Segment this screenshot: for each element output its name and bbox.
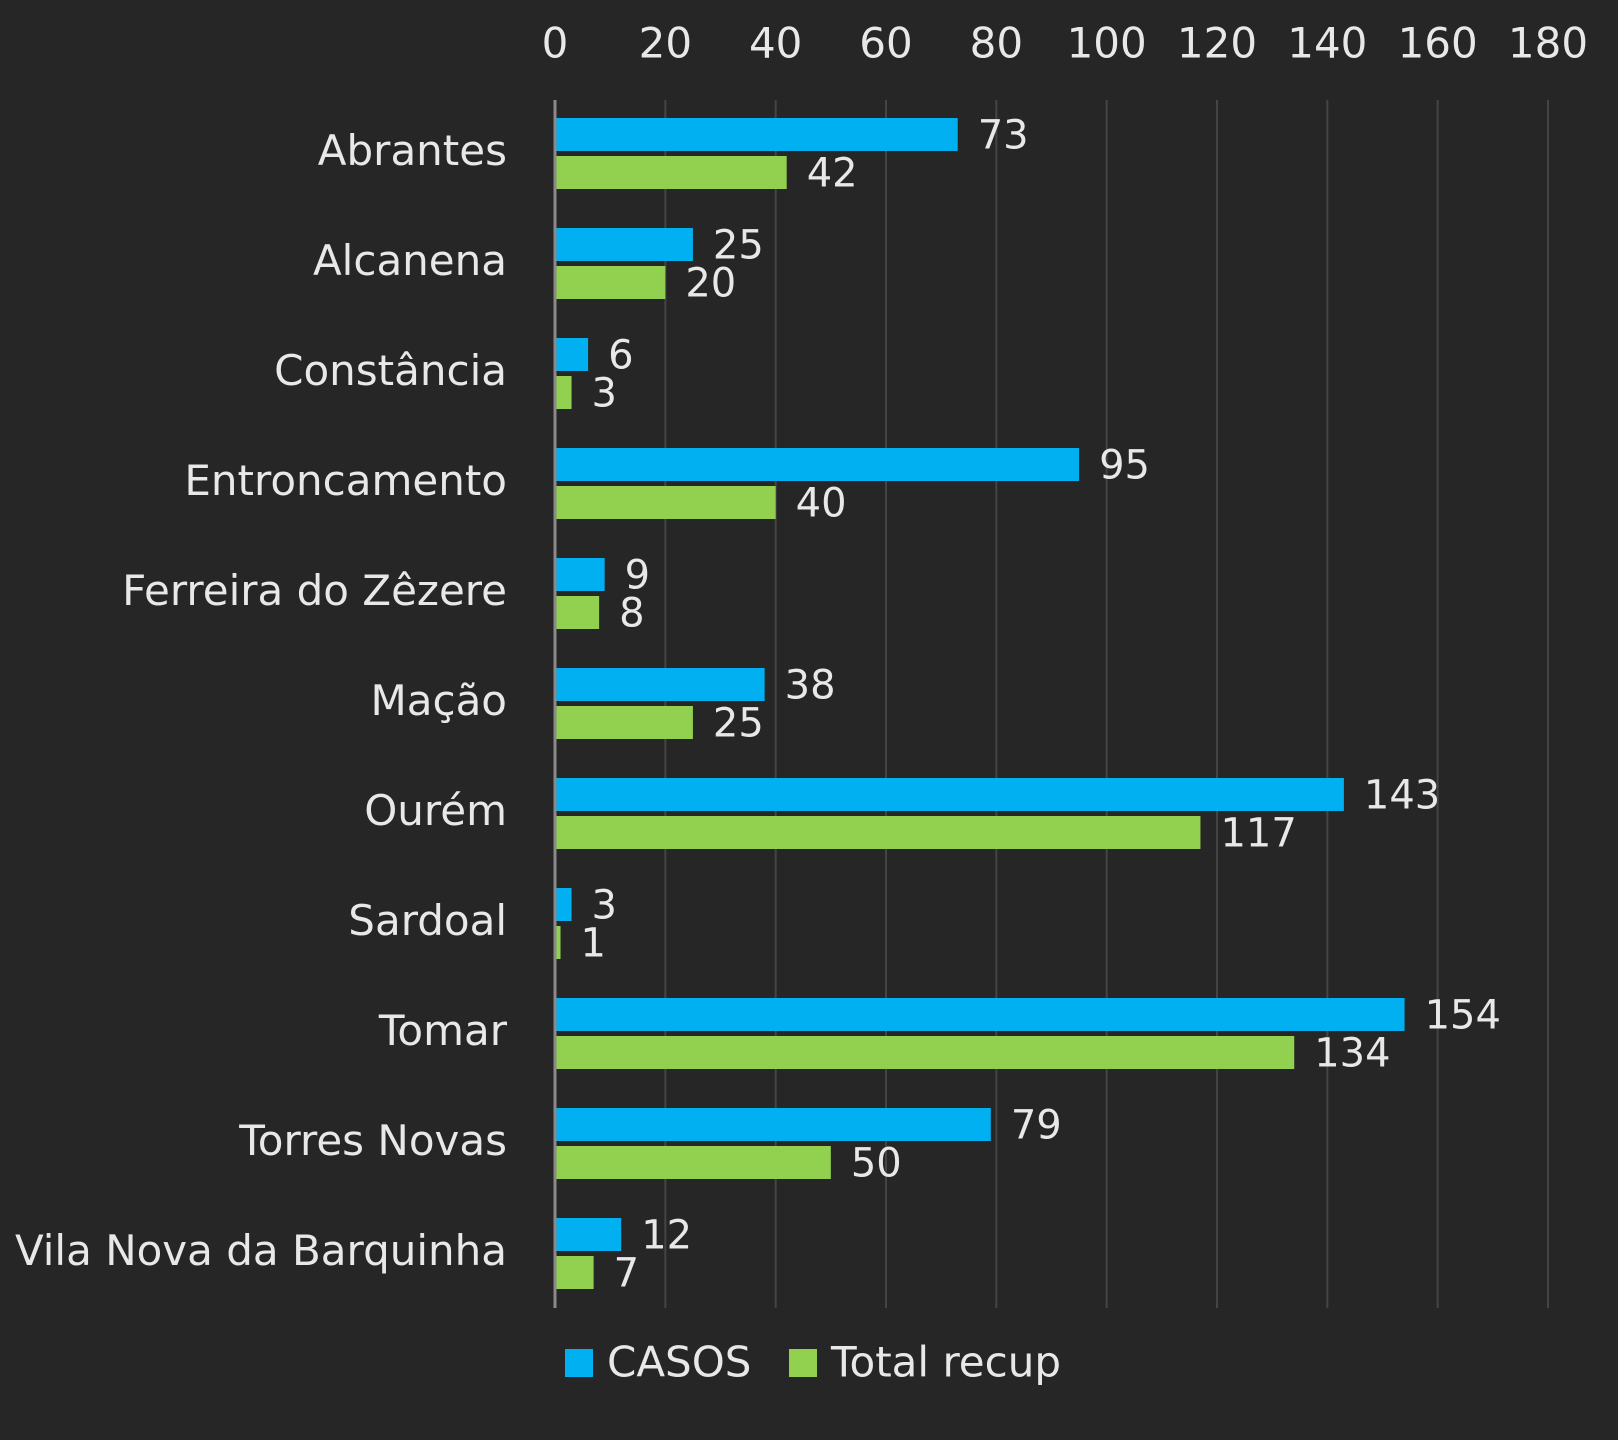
category-label-ferreira-do-zezere: Ferreira do Zêzere: [122, 566, 507, 615]
x-tick-label-140: 140: [1287, 19, 1367, 68]
data-label-casos-constancia: 6: [608, 333, 633, 379]
category-label-entroncamento: Entroncamento: [184, 456, 507, 505]
data-label-total-recup-torres-novas: 50: [851, 1141, 902, 1187]
data-label-total-recup-ferreira-do-zezere: 8: [619, 591, 644, 637]
bar-total-recup-torres-novas: [555, 1146, 831, 1179]
x-tick-label-60: 60: [859, 19, 912, 68]
legend-swatch-casos: [565, 1349, 593, 1377]
bar-total-recup-vila-nova-da-barquinha: [555, 1256, 594, 1289]
x-tick-label-160: 160: [1398, 19, 1478, 68]
data-label-casos-tomar: 154: [1425, 993, 1501, 1039]
x-tick-label-0: 0: [542, 19, 569, 68]
category-label-constancia: Constância: [274, 346, 507, 395]
category-label-macao: Mação: [371, 676, 508, 725]
bar-total-recup-abrantes: [555, 156, 787, 189]
category-label-vila-nova-da-barquinha: Vila Nova da Barquinha: [15, 1226, 507, 1275]
data-label-total-recup-ourem: 117: [1220, 811, 1296, 857]
bar-casos-ourem: [555, 778, 1344, 811]
category-label-sardoal: Sardoal: [348, 896, 507, 945]
bar-casos-ferreira-do-zezere: [555, 558, 605, 591]
data-label-casos-vila-nova-da-barquinha: 12: [641, 1213, 692, 1259]
data-label-total-recup-tomar: 134: [1314, 1031, 1390, 1077]
x-tick-label-100: 100: [1067, 19, 1147, 68]
legend-label-total-recup: Total recup: [830, 1338, 1061, 1387]
data-label-casos-sardoal: 3: [592, 883, 617, 929]
bar-casos-entroncamento: [555, 448, 1080, 481]
gridlines: [664, 100, 1549, 1308]
x-tick-label-40: 40: [749, 19, 802, 68]
x-tick-label-20: 20: [639, 19, 692, 68]
data-label-total-recup-macao: 25: [713, 701, 764, 747]
bar-casos-abrantes: [555, 118, 958, 151]
data-labels: 7342252063954098382514311731154134795012…: [581, 113, 1501, 1297]
x-tick-label-80: 80: [970, 19, 1023, 68]
category-labels: Abrantes Alcanena Constância Entroncamento F…: [15, 126, 508, 1275]
bar-total-recup-constancia: [555, 376, 572, 409]
bar-total-recup-alcanena: [555, 266, 666, 299]
data-label-total-recup-constancia: 3: [592, 371, 617, 417]
data-label-total-recup-sardoal: 1: [581, 921, 606, 967]
category-label-alcanena: Alcanena: [313, 236, 507, 285]
legend-label-casos: CASOS: [607, 1338, 751, 1387]
data-label-casos-ferreira-do-zezere: 9: [625, 553, 650, 599]
data-label-total-recup-abrantes: 42: [807, 151, 858, 197]
bar-casos-tomar: [555, 998, 1405, 1031]
data-label-casos-macao: 38: [785, 663, 836, 709]
data-label-casos-alcanena: 25: [713, 223, 764, 269]
data-label-total-recup-entroncamento: 40: [796, 481, 847, 527]
x-tick-label-180: 180: [1508, 19, 1588, 68]
legend: CASOS Total recup: [565, 1338, 1061, 1387]
bar-total-recup-macao: [555, 706, 693, 739]
x-axis-ticks: 0 20 40 60 80 100 120 140 160 180: [542, 19, 1588, 68]
bar-total-recup-tomar: [555, 1036, 1295, 1069]
bar-total-recup-entroncamento: [555, 486, 776, 519]
bar-casos-sardoal: [555, 888, 572, 921]
bar-casos-macao: [555, 668, 765, 701]
bar-total-recup-sardoal: [555, 926, 561, 959]
x-tick-label-120: 120: [1177, 19, 1257, 68]
bar-total-recup-ferreira-do-zezere: [555, 596, 600, 629]
data-label-casos-abrantes: 73: [978, 113, 1029, 159]
bar-casos-alcanena: [555, 228, 693, 261]
category-label-ourem: Ourém: [364, 786, 507, 835]
bar-casos-torres-novas: [555, 1108, 991, 1141]
bar-casos-vila-nova-da-barquinha: [555, 1218, 622, 1251]
category-label-tomar: Tomar: [378, 1006, 508, 1055]
data-label-total-recup-vila-nova-da-barquinha: 7: [614, 1251, 639, 1297]
category-label-abrantes: Abrantes: [318, 126, 507, 175]
bars: [555, 118, 1405, 1289]
data-label-casos-ourem: 143: [1364, 773, 1440, 819]
bar-casos-constancia: [555, 338, 589, 371]
data-label-casos-entroncamento: 95: [1099, 443, 1150, 489]
legend-swatch-total-recup: [789, 1349, 817, 1377]
bar-total-recup-ourem: [555, 816, 1201, 849]
data-label-total-recup-alcanena: 20: [685, 261, 736, 307]
data-label-casos-torres-novas: 79: [1011, 1103, 1062, 1149]
category-label-torres-novas: Torres Novas: [238, 1116, 507, 1165]
